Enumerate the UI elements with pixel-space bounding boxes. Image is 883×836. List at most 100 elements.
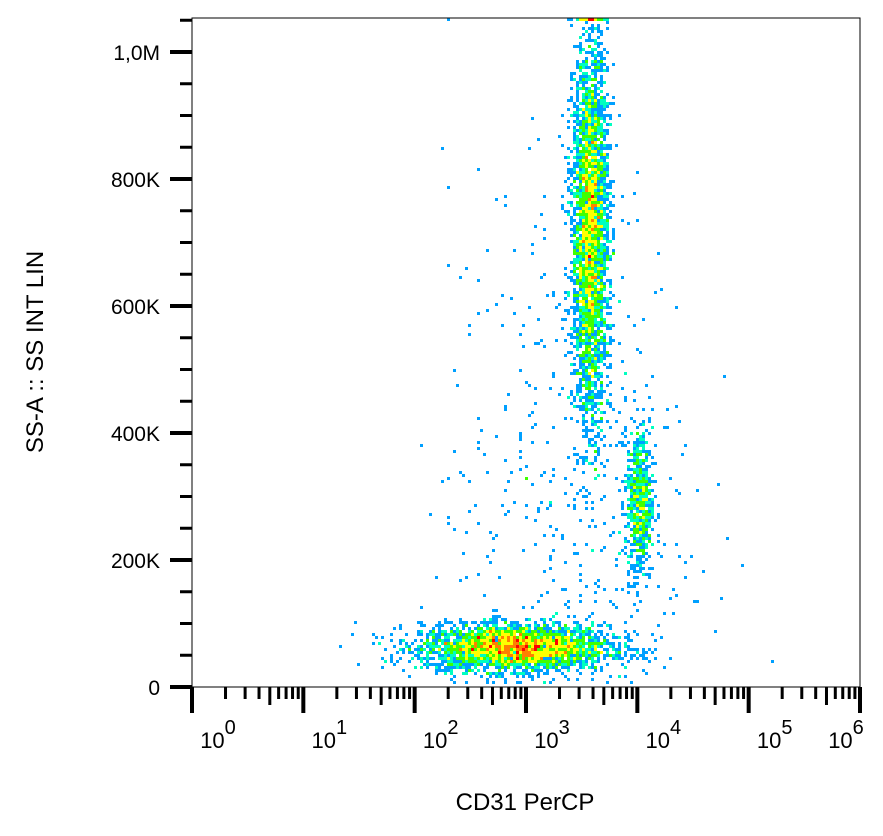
x-minor-tick: [669, 687, 673, 699]
event-point: [600, 243, 603, 246]
event-point: [576, 120, 579, 123]
event-point: [585, 339, 588, 342]
event-point: [477, 447, 480, 450]
event-point: [600, 159, 603, 162]
event-point: [576, 96, 579, 99]
event-point: [606, 222, 609, 225]
event-point: [600, 417, 603, 420]
event-point: [573, 396, 576, 399]
event-point: [537, 627, 540, 630]
event-point: [540, 663, 543, 666]
event-point: [555, 648, 558, 651]
event-point: [576, 171, 579, 174]
event-point: [582, 213, 585, 216]
event-point: [531, 648, 534, 651]
event-point: [564, 417, 567, 420]
event-point: [573, 273, 576, 276]
event-point: [648, 537, 651, 540]
event-point: [573, 228, 576, 231]
event-point: [432, 657, 435, 660]
event-point: [645, 672, 648, 675]
event-point: [585, 495, 588, 498]
event-point: [597, 270, 600, 273]
x-tick-label: 106: [828, 717, 864, 753]
event-point: [474, 648, 477, 651]
event-point: [591, 246, 594, 249]
event-point: [441, 654, 444, 657]
event-point: [591, 84, 594, 87]
event-point: [516, 657, 519, 660]
event-point: [597, 294, 600, 297]
event-point: [594, 75, 597, 78]
event-point: [648, 567, 651, 570]
event-point: [597, 123, 600, 126]
event-point: [585, 117, 588, 120]
event-point: [651, 462, 654, 465]
event-point: [603, 234, 606, 237]
event-point: [534, 627, 537, 630]
event-point: [477, 522, 480, 525]
event-point: [582, 660, 585, 663]
event-point: [561, 663, 564, 666]
event-point: [558, 630, 561, 633]
event-point: [585, 201, 588, 204]
event-point: [582, 666, 585, 669]
event-point: [606, 354, 609, 357]
event-point: [591, 384, 594, 387]
event-point: [600, 135, 603, 138]
event-point: [588, 438, 591, 441]
event-point: [570, 642, 573, 645]
event-point: [594, 168, 597, 171]
event-point: [588, 120, 591, 123]
event-point: [651, 507, 654, 510]
event-point: [465, 531, 468, 534]
event-point: [582, 201, 585, 204]
event-point: [468, 324, 471, 327]
event-point: [483, 630, 486, 633]
event-point: [405, 645, 408, 648]
event-point: [639, 504, 642, 507]
event-point: [585, 267, 588, 270]
y-major-tick: [170, 685, 192, 689]
event-point: [600, 126, 603, 129]
event-point: [513, 636, 516, 639]
event-point: [645, 483, 648, 486]
event-point: [585, 330, 588, 333]
event-point: [441, 657, 444, 660]
event-point: [576, 300, 579, 303]
x-minor-tick: [736, 687, 740, 699]
event-point: [636, 480, 639, 483]
event-point: [510, 657, 513, 660]
event-point: [582, 252, 585, 255]
event-point: [534, 657, 537, 660]
event-point: [591, 408, 594, 411]
event-point: [516, 621, 519, 624]
event-point: [582, 366, 585, 369]
event-point: [420, 633, 423, 636]
event-point: [597, 258, 600, 261]
event-point: [597, 108, 600, 111]
y-tick-label: 800K: [111, 169, 160, 192]
event-point: [600, 102, 603, 105]
event-point: [606, 114, 609, 117]
event-point: [579, 252, 582, 255]
event-point: [513, 669, 516, 672]
event-point: [636, 543, 639, 546]
event-point: [600, 285, 603, 288]
event-point: [432, 630, 435, 633]
event-point: [600, 273, 603, 276]
event-point: [582, 168, 585, 171]
event-point: [564, 561, 567, 564]
event-point: [534, 630, 537, 633]
x-minor-tick: [722, 687, 726, 699]
event-point: [606, 303, 609, 306]
x-minor-tick: [702, 687, 706, 699]
event-point: [531, 636, 534, 639]
event-point: [642, 462, 645, 465]
event-point: [594, 96, 597, 99]
event-point: [504, 459, 507, 462]
event-point: [630, 474, 633, 477]
event-point: [534, 663, 537, 666]
event-point: [588, 330, 591, 333]
event-point: [501, 636, 504, 639]
